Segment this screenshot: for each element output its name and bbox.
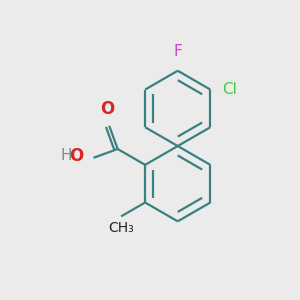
Text: H: H [60, 148, 72, 163]
Text: Cl: Cl [222, 82, 237, 97]
Text: O: O [100, 100, 114, 118]
Text: O: O [69, 147, 84, 165]
Text: CH₃: CH₃ [108, 221, 134, 235]
Text: F: F [173, 44, 182, 59]
